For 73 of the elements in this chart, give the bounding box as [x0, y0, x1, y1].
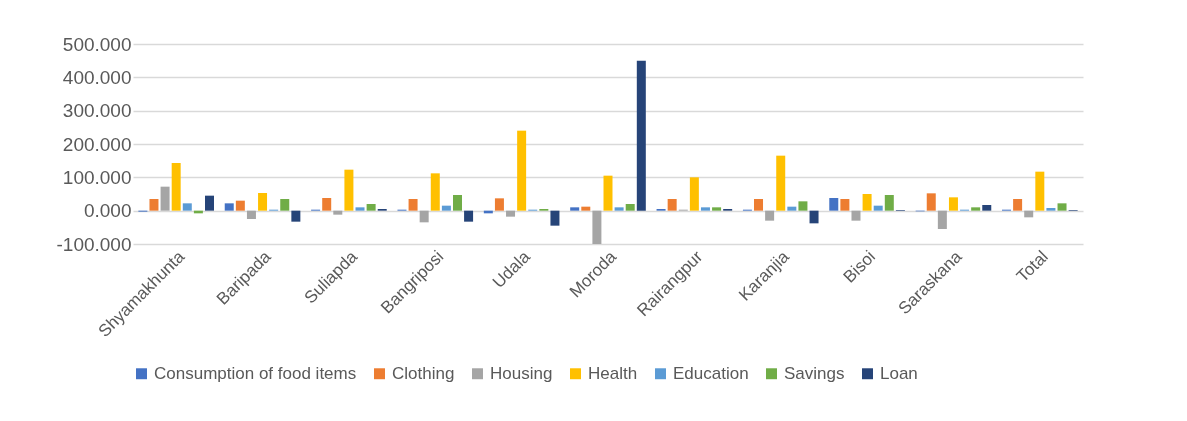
bar — [787, 206, 797, 211]
bar — [667, 199, 677, 211]
bar — [851, 210, 861, 221]
bar — [776, 155, 786, 211]
bar — [798, 201, 808, 211]
bar — [235, 200, 245, 211]
bar — [204, 195, 214, 211]
bar — [160, 186, 170, 211]
bar — [614, 207, 624, 211]
bar — [873, 205, 883, 211]
bar — [182, 203, 192, 211]
y-tick-label: 300.000 — [62, 100, 132, 122]
bar — [1013, 199, 1023, 211]
bar — [982, 205, 992, 211]
bar — [355, 207, 365, 211]
legend-label: Education — [673, 363, 749, 383]
bar — [291, 210, 301, 222]
bar — [550, 210, 560, 226]
bar — [570, 207, 580, 211]
bar — [171, 163, 181, 211]
y-tick-label: 200.000 — [62, 133, 132, 155]
legend-label: Consumption of food items — [154, 363, 357, 383]
bar — [625, 204, 635, 211]
bar — [884, 195, 894, 211]
bar — [408, 199, 418, 211]
bar — [971, 207, 981, 211]
bar — [581, 206, 591, 211]
bar — [452, 195, 462, 211]
bar — [506, 210, 516, 217]
y-tick-label: 500.000 — [62, 33, 132, 55]
bar — [754, 199, 764, 211]
bar — [1046, 208, 1056, 211]
y-tick-label: 100.000 — [62, 166, 132, 188]
bar — [689, 177, 699, 211]
legend-label: Health — [588, 363, 638, 383]
bar — [636, 60, 646, 211]
bar — [224, 203, 234, 211]
bar — [246, 210, 256, 219]
bar — [1057, 203, 1067, 211]
bar — [937, 210, 947, 229]
legend-label: Savings — [784, 363, 845, 383]
bar — [280, 199, 290, 211]
bar — [322, 198, 332, 211]
bar — [712, 207, 722, 211]
bar — [441, 205, 451, 211]
bar — [809, 210, 819, 224]
bar — [765, 210, 775, 221]
bar — [258, 193, 268, 211]
legend-label: Housing — [490, 363, 553, 383]
bar — [603, 175, 613, 211]
bar — [430, 173, 440, 211]
bar — [344, 169, 354, 211]
bar — [464, 210, 474, 222]
y-tick-label: -100.000 — [56, 233, 132, 255]
bar — [1024, 210, 1034, 218]
legend-label: Loan — [880, 363, 918, 383]
bar — [862, 194, 872, 211]
bar — [419, 210, 429, 223]
y-tick-label: 400.000 — [62, 66, 132, 88]
bar — [592, 210, 602, 244]
bar — [1035, 171, 1045, 211]
bar — [149, 199, 159, 211]
bar — [494, 198, 504, 211]
y-tick-label: 0.000 — [83, 200, 132, 222]
bar — [333, 210, 343, 215]
legend-label: Clothing — [392, 363, 455, 383]
bar — [840, 199, 850, 211]
bar — [948, 197, 958, 211]
bar — [829, 198, 839, 211]
bar — [700, 207, 710, 211]
bar — [926, 193, 936, 211]
bar — [366, 204, 376, 211]
bar — [517, 130, 527, 211]
